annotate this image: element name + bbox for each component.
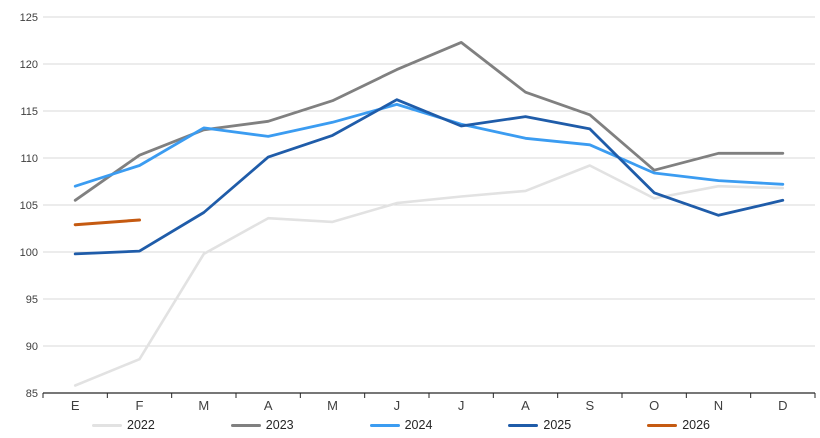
legend-item-2024: 2024 — [369, 417, 433, 432]
series-lines — [73, 41, 785, 387]
legend-item-2026: 2026 — [647, 419, 710, 432]
legend-item-2025: 2025 — [508, 419, 571, 432]
y-tick-label: 95 — [26, 294, 38, 306]
legend-swatch-2025 — [508, 423, 539, 427]
legend-label: 2025 — [543, 417, 572, 432]
legend-label: 2023 — [265, 417, 294, 432]
line-chart: 85 90 95 100 105 110 115 120 125 E F M A M J J A S O N D — [20, 12, 816, 412]
legend-item-2023: 2023 — [230, 417, 294, 432]
legend-swatch-2023 — [230, 423, 261, 427]
series-line-2026 — [73, 218, 141, 227]
x-tick-label: S — [585, 398, 594, 412]
x-tick-label: J — [458, 398, 465, 412]
x-tick-label: J — [394, 398, 401, 412]
x-tick-label: N — [714, 398, 723, 412]
y-tick-label: 100 — [20, 247, 38, 259]
y-tick-label: 110 — [20, 153, 38, 165]
series-line-2025 — [73, 98, 785, 256]
y-tick-label: 85 — [26, 388, 38, 400]
y-tick-label: 90 — [26, 341, 38, 353]
x-tick-label: M — [327, 398, 338, 412]
y-tick-label: 125 — [20, 12, 38, 24]
gridlines — [43, 16, 815, 347]
x-tick-label: F — [136, 398, 144, 412]
y-tick-label: 105 — [20, 200, 38, 212]
x-tick-label: D — [778, 398, 787, 412]
x-tick-label: O — [649, 398, 659, 412]
legend-label: 2022 — [127, 417, 155, 432]
legend-swatch-2022 — [92, 423, 122, 427]
y-axis-labels: 85 90 95 100 105 110 115 120 125 — [20, 12, 38, 400]
legend-label: 2024 — [404, 417, 433, 432]
series-line-2022 — [73, 164, 785, 387]
chart-legend: 2022 2023 2024 2025 2026 — [0, 412, 820, 438]
legend-swatch-2024 — [369, 423, 400, 427]
x-tick-label: A — [264, 398, 273, 412]
y-tick-label: 115 — [20, 106, 38, 118]
y-tick-label: 120 — [20, 59, 38, 71]
x-tick-label: A — [521, 398, 530, 412]
x-tick-label: E — [71, 398, 80, 412]
legend-item-2022: 2022 — [92, 419, 155, 432]
x-tick-label: M — [198, 398, 209, 412]
series-line-2024 — [73, 103, 785, 188]
legend-label: 2026 — [682, 417, 710, 432]
x-axis — [42, 392, 816, 398]
legend-swatch-2026 — [647, 423, 678, 427]
